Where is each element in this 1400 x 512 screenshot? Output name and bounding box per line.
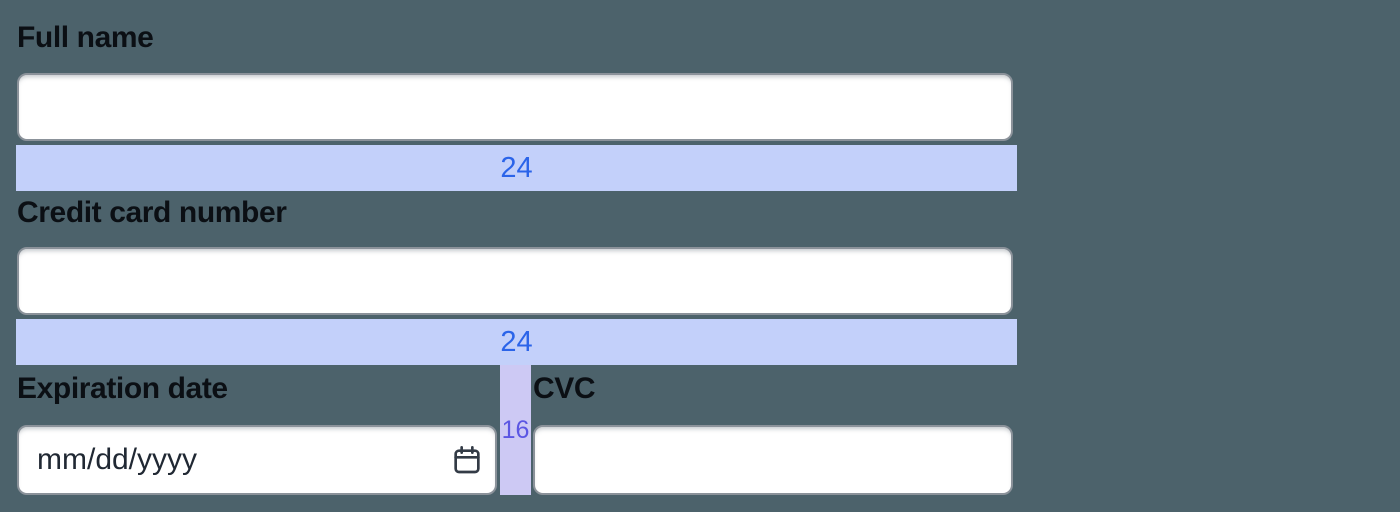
row-gap-annotation-1: 24 xyxy=(16,145,1017,191)
row-gap-value-1: 24 xyxy=(500,151,533,184)
full-name-input[interactable] xyxy=(17,73,1013,141)
expiration-date-field xyxy=(17,425,497,495)
full-name-label: Full name xyxy=(17,21,154,54)
expiration-date-input[interactable] xyxy=(17,425,497,495)
cvc-input[interactable] xyxy=(533,425,1013,495)
row-gap-annotation-2: 24 xyxy=(16,319,1017,365)
column-gap-annotation: 16 xyxy=(500,365,531,495)
row-gap-value-2: 24 xyxy=(500,325,533,358)
credit-card-number-label: Credit card number xyxy=(17,196,287,229)
column-gap-value: 16 xyxy=(501,415,530,444)
credit-card-number-input[interactable] xyxy=(17,247,1013,315)
calendar-icon[interactable] xyxy=(451,444,483,476)
cvc-label: CVC xyxy=(533,372,596,405)
expiration-date-label: Expiration date xyxy=(17,372,228,405)
